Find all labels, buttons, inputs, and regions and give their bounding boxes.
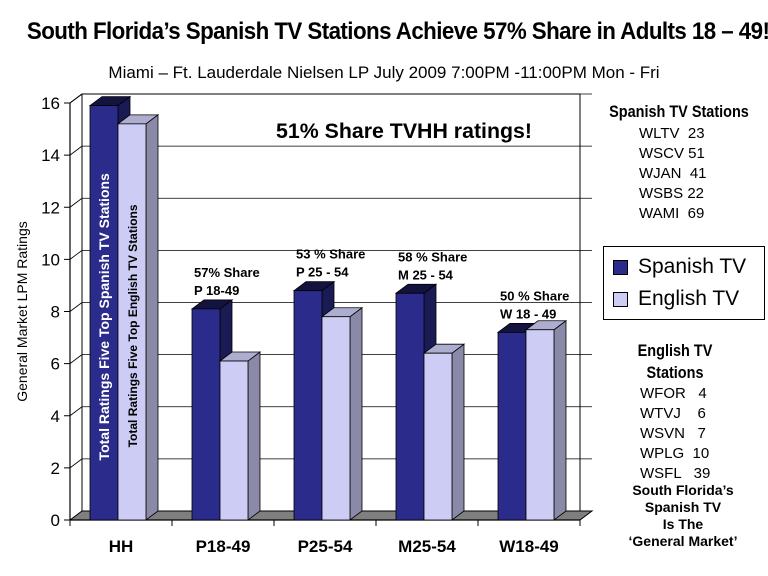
chart-subtitle: Miami – Ft. Lauderdale Nielsen LP July 2… bbox=[108, 63, 660, 82]
x-tick-label: HH bbox=[109, 537, 134, 556]
legend-label-spanish: Spanish TV bbox=[638, 255, 747, 278]
y-tick-label: 0 bbox=[51, 511, 60, 530]
legend-item-spanish: Spanish TV bbox=[613, 255, 746, 279]
english-station-3: WPLG 10 bbox=[640, 445, 710, 462]
gridline-diagonal bbox=[69, 93, 83, 104]
legend-swatch-english bbox=[613, 291, 628, 307]
y-tick-label: 8 bbox=[51, 303, 60, 322]
spanish-station-3: WSBS 22 bbox=[639, 185, 705, 202]
y-tick-label: 4 bbox=[51, 407, 60, 426]
footer-note-line: South Florida’s bbox=[632, 482, 734, 498]
bar-spanish-p18-49 bbox=[191, 308, 221, 521]
bar-english-w18-49-side bbox=[553, 319, 567, 521]
bar-english-p18-49 bbox=[219, 360, 249, 521]
bar-english-p25-54 bbox=[321, 316, 351, 521]
gridline-diagonal bbox=[69, 302, 83, 312]
gridline-diagonal bbox=[69, 145, 83, 156]
x-tick-label: W18-49 bbox=[499, 537, 559, 556]
bar-english-p25-54-side bbox=[349, 306, 363, 521]
bar-spanish-m25-54 bbox=[395, 292, 425, 521]
english-stations-list: WFOR 4 WTVJ 6 WSVN 7 WPLG 10 WSFL 39 bbox=[640, 384, 710, 484]
gridline-diagonal bbox=[69, 354, 83, 364]
bar-english-p18-49-side bbox=[247, 351, 261, 521]
share-annotation-line2: W 18 - 49 bbox=[500, 306, 556, 321]
y-tick-label: 14 bbox=[41, 146, 60, 165]
legend-label-english: English TV bbox=[638, 287, 740, 310]
y-tick-label: 2 bbox=[51, 459, 60, 478]
spanish-stations-list: WLTV 23 WSCV 51 WJAN 41 WSBS 22 WAMI 69 bbox=[639, 124, 707, 224]
english-station-1: WTVJ 6 bbox=[640, 405, 706, 422]
gridline-diagonal bbox=[69, 197, 83, 208]
bar-english-hh-side bbox=[145, 114, 159, 521]
footer-note-line: ‘General Market’ bbox=[628, 533, 738, 549]
share-annotation-line1: 53 % Share bbox=[296, 247, 365, 262]
share-annotation-line1: 58 % Share bbox=[398, 249, 467, 264]
headline-annotation: 51% Share TVHH ratings! bbox=[276, 120, 532, 143]
english-stations-heading: English TV Stations bbox=[611, 340, 739, 384]
english-heading-line1: English TV bbox=[637, 341, 713, 360]
y-tick-label: 16 bbox=[41, 94, 60, 113]
spanish-station-0: WLTV 23 bbox=[639, 125, 705, 142]
spanish-station-1: WSCV 51 bbox=[639, 145, 705, 162]
english-station-4: WSFL 39 bbox=[640, 465, 711, 482]
y-axis-label: General Market LPM Ratings bbox=[14, 221, 30, 402]
bar-chart: 0 2 4 6 8 10 12 14 16 General Market LPM Ratings H… bbox=[14, 93, 594, 556]
x-tick-label: M25-54 bbox=[398, 537, 456, 556]
share-annotation-line2: P 18-49 bbox=[194, 283, 239, 298]
gridline-diagonal bbox=[69, 458, 83, 469]
english-station-0: WFOR 4 bbox=[640, 385, 707, 402]
bar-english-m25-54-side bbox=[451, 343, 465, 521]
bar-english-w18-49 bbox=[525, 329, 555, 521]
gridline-diagonal bbox=[69, 250, 83, 260]
hh-bar-label-spanish: Total Ratings Five Top Spanish TV Statio… bbox=[96, 173, 112, 460]
footer-note-line: Is The bbox=[662, 516, 704, 532]
bar-spanish-p25-54 bbox=[293, 290, 323, 521]
legend-item-english: English TV bbox=[613, 287, 739, 311]
share-annotation-line1: 57% Share bbox=[194, 265, 260, 280]
y-tick-label: 10 bbox=[41, 250, 60, 269]
hh-bar-label-english: Total Ratings Five Top English TV Statio… bbox=[126, 204, 140, 447]
share-annotation-line2: M 25 - 54 bbox=[398, 267, 454, 282]
bar-spanish-w18-49 bbox=[497, 331, 527, 521]
chart-title: South Florida’s Spanish TV Stations Achi… bbox=[26, 18, 768, 45]
spanish-stations-heading: Spanish TV Stations bbox=[609, 102, 749, 121]
bar-spanish-hh bbox=[89, 105, 119, 521]
gridline-diagonal bbox=[69, 406, 83, 417]
x-tick-label: P18-49 bbox=[196, 537, 251, 556]
x-tick-label: P25-54 bbox=[298, 537, 353, 556]
footer-note-line: Spanish TV bbox=[644, 499, 722, 515]
english-heading-line2: Stations bbox=[646, 363, 704, 382]
share-annotation-line1: 50 % Share bbox=[500, 288, 569, 303]
y-tick-label: 12 bbox=[41, 198, 60, 217]
spanish-station-4: WAMI 69 bbox=[639, 205, 705, 222]
spanish-station-2: WJAN 41 bbox=[639, 165, 707, 182]
legend: Spanish TV English TV bbox=[603, 246, 765, 320]
share-annotation-line2: P 25 - 54 bbox=[296, 265, 349, 280]
footer-note: South Florida’s Spanish TV Is The ‘General … bbox=[598, 482, 768, 550]
bar-english-m25-54 bbox=[423, 352, 453, 521]
legend-swatch-spanish bbox=[613, 259, 628, 275]
bar-english-hh bbox=[117, 123, 147, 521]
y-tick-label: 6 bbox=[51, 355, 60, 374]
english-station-2: WSVN 7 bbox=[640, 425, 706, 442]
